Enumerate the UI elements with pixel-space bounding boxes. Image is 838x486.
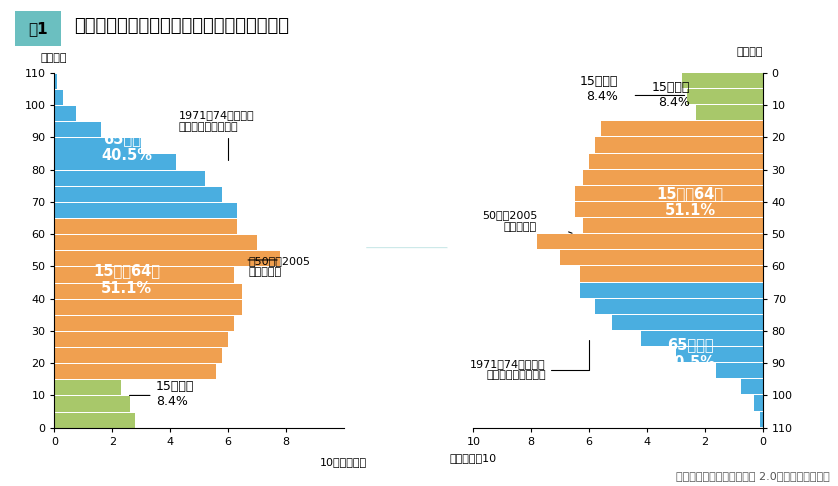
Bar	[54, 203, 236, 218]
Bar	[54, 397, 130, 412]
Bar	[613, 315, 763, 330]
Text: 65歳以上
40.5%: 65歳以上 40.5%	[101, 131, 153, 163]
Bar	[54, 348, 222, 363]
Bar	[54, 74, 57, 89]
Bar	[675, 347, 763, 362]
Bar	[54, 187, 222, 202]
Bar	[581, 282, 763, 298]
Bar	[54, 171, 204, 186]
Bar	[54, 139, 141, 154]
Text: 15歳～64歳
51.1%: 15歳～64歳 51.1%	[657, 186, 724, 218]
Bar	[54, 332, 228, 347]
Text: 15歳未満
8.4%: 15歳未満 8.4%	[652, 82, 691, 109]
Bar	[583, 218, 763, 233]
Text: －50歳（2005
年生まれ）: －50歳（2005 年生まれ）	[248, 256, 310, 277]
Bar	[54, 122, 101, 138]
Bar	[575, 202, 763, 217]
Bar	[601, 122, 763, 137]
Text: 10（百万人）: 10（百万人）	[320, 457, 367, 467]
Text: 65歳以上
40.5%: 65歳以上 40.5%	[665, 337, 716, 370]
Bar	[641, 331, 763, 346]
Bar	[581, 266, 763, 281]
Bar	[687, 89, 763, 104]
Text: 逆転させると安定する日本の人口ピラミッド: 逆転させると安定する日本の人口ピラミッド	[74, 17, 289, 35]
FancyArrowPatch shape	[366, 247, 447, 248]
Bar	[54, 364, 216, 379]
Bar	[54, 90, 63, 105]
Bar	[54, 251, 280, 266]
Bar	[589, 154, 763, 169]
Bar	[696, 105, 763, 121]
Bar	[754, 396, 763, 411]
Bar	[54, 219, 236, 234]
Bar	[575, 186, 763, 201]
Bar	[54, 283, 242, 299]
Bar	[54, 106, 76, 122]
Text: （百万人）10: （百万人）10	[450, 453, 497, 464]
Bar	[595, 299, 763, 314]
Bar	[583, 170, 763, 185]
Bar	[54, 235, 256, 250]
Text: 1971～74年生まれ
第２次ベビーブーム: 1971～74年生まれ 第２次ベビーブーム	[470, 340, 589, 381]
FancyBboxPatch shape	[15, 11, 61, 46]
Text: 15歳～64歳
51.1%: 15歳～64歳 51.1%	[93, 263, 160, 295]
Text: （年齢）: （年齢）	[40, 53, 66, 63]
Bar	[716, 363, 763, 378]
Text: 50歳（2005
年生まれ）: 50歳（2005 年生まれ）	[482, 210, 537, 232]
Bar	[537, 234, 763, 249]
Bar	[760, 412, 763, 427]
Bar	[681, 73, 763, 88]
Text: 15歳未満
8.4%: 15歳未満 8.4%	[156, 380, 194, 408]
Bar	[54, 267, 234, 282]
Text: 図1: 図1	[28, 21, 48, 36]
Bar	[54, 155, 176, 170]
Text: （年齢）: （年齢）	[736, 47, 763, 57]
Text: 1971～74年生まれ
第２次ベビーブーム: 1971～74年生まれ 第２次ベビーブーム	[178, 110, 255, 160]
Bar	[560, 250, 763, 265]
Bar	[54, 413, 136, 428]
Bar	[54, 316, 234, 331]
Bar	[741, 379, 763, 395]
Bar	[54, 300, 242, 315]
Text: 15歳未満
8.4%: 15歳未満 8.4%	[580, 75, 618, 103]
Text: 出典：橫山敦『超高齢社会 2.0』（平凡社新書）: 出典：橫山敦『超高齢社会 2.0』（平凡社新書）	[676, 471, 830, 481]
Bar	[54, 380, 121, 396]
Bar	[595, 138, 763, 153]
